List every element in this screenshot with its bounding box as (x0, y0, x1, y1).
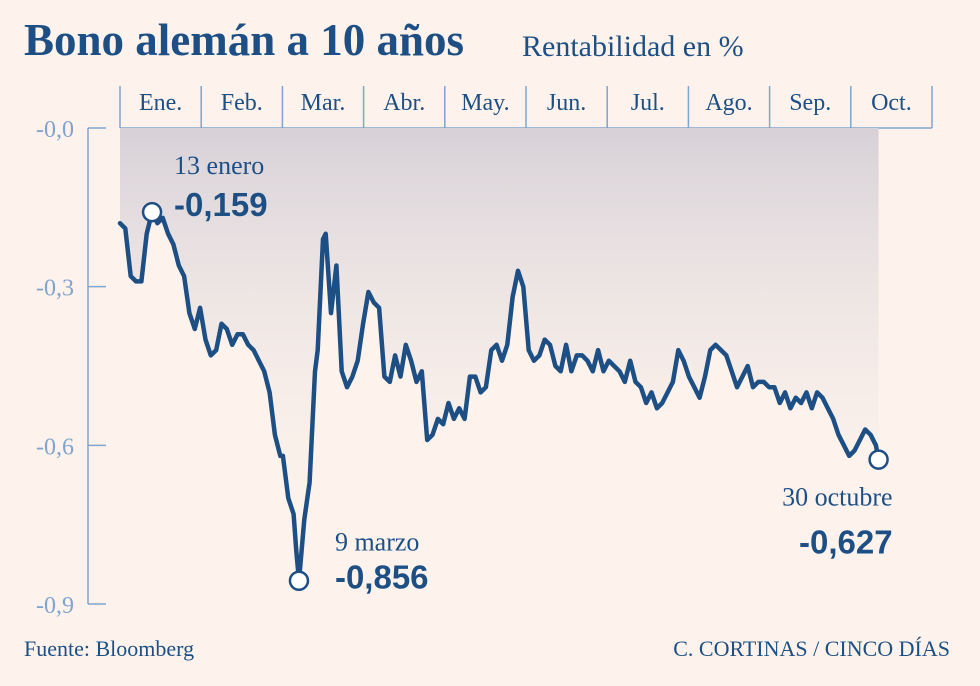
annotation-value: -0,159 (174, 186, 268, 223)
month-label: Jul. (631, 90, 665, 116)
chart-title: Bono alemán a 10 años (24, 15, 465, 65)
y-tick-label: -0,9 (36, 593, 74, 619)
month-label: Abr. (383, 90, 425, 116)
annotation-value: -0,856 (335, 559, 429, 596)
month-label: Ene. (139, 90, 182, 116)
annotation-date: 9 marzo (335, 528, 419, 557)
annotation-date: 30 octubre (782, 483, 892, 512)
month-label: May. (461, 90, 509, 116)
month-label: Oct. (871, 90, 912, 116)
month-label: Mar. (301, 90, 346, 116)
annotation-marker (868, 449, 889, 470)
chart-subtitle: Rentabilidad en % (522, 30, 744, 63)
annotation-marker (288, 570, 310, 591)
month-label: Jun. (547, 90, 586, 116)
month-label: Sep. (789, 90, 831, 116)
month-label: Feb. (221, 90, 263, 116)
source-note: Fuente: Bloomberg (24, 636, 195, 661)
y-tick-label: -0,6 (36, 434, 74, 460)
series-line (117, 209, 881, 583)
annotation-value: -0,627 (799, 524, 893, 561)
month-label: Ago. (705, 90, 752, 116)
y-tick-label: -0,3 (36, 276, 74, 302)
credit-note: C. CORTINAS / CINCO DÍAS (673, 636, 950, 661)
annotation-date: 13 enero (174, 151, 264, 180)
annotation-marker (141, 201, 163, 223)
y-tick-label: -0,0 (36, 117, 74, 143)
